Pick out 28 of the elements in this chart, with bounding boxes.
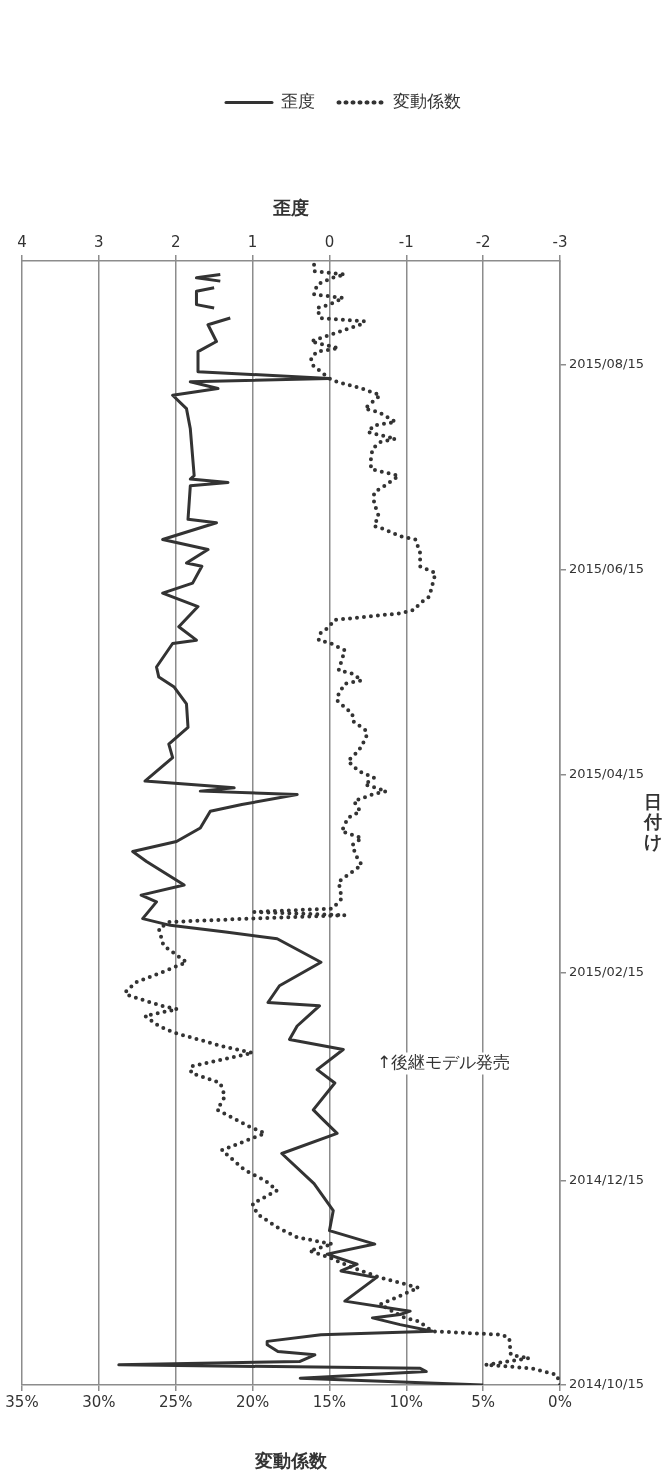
annotation: ↑後継モデル発売 [377,1051,511,1072]
x-tick-label: 20% [235,1392,270,1411]
x2-axis-title: 歪度 [272,196,309,218]
x2-tick-label: -1 [398,232,414,251]
y-tick-label: 2015/04/15 [569,765,644,781]
y-tick-label: 2015/02/15 [569,963,644,979]
x-tick-label: 25% [159,1392,193,1411]
x-tick-label: 0% [548,1392,572,1411]
x2-tick-label: -3 [552,232,568,251]
legend-label: 変動係数 [393,90,461,111]
x2-tick-label: 2 [170,232,181,251]
x2-tick-label: 4 [17,232,27,251]
y-axis-title: 日付け [643,790,662,852]
x-tick-label: 35% [5,1392,39,1411]
x2-tick-label: -2 [475,232,491,251]
y-tick-label: 2014/12/15 [569,1171,644,1187]
x-tick-label: 10% [389,1392,423,1411]
x-tick-label: 30% [82,1392,116,1411]
x2-tick-label: 1 [247,232,258,251]
y-tick-label: 2014/10/15 [569,1376,644,1392]
x-axis-title: 変動係数 [254,1449,328,1471]
x2-tick-label: 3 [94,232,104,251]
x-tick-label: 5% [471,1392,496,1411]
y-tick-label: 2015/06/15 [569,561,644,577]
x-tick-label: 15% [312,1392,347,1411]
x2-tick-label: 0 [324,232,335,251]
legend-label: 歪度 [280,90,315,111]
y-tick-label: 2015/08/15 [569,356,644,372]
